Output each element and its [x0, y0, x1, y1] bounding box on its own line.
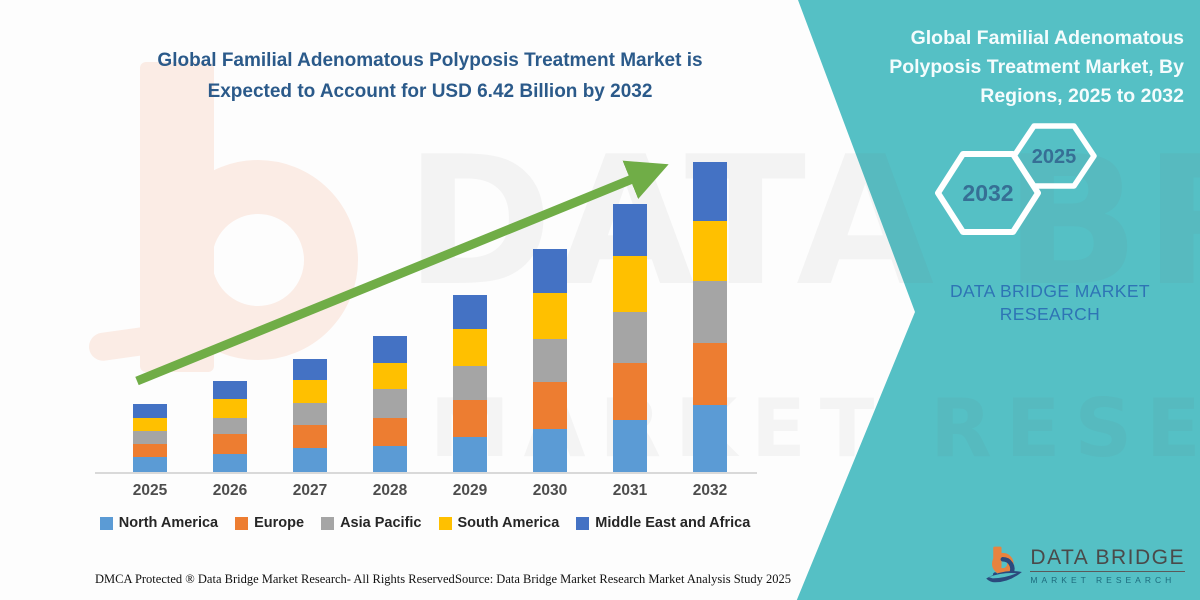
bar-segment-2026-middle-east-and-africa [213, 381, 247, 399]
bar-segment-2026-asia-pacific [213, 418, 247, 434]
legend-label: Asia Pacific [340, 515, 422, 531]
dbmr-logo: DATA BRIDGE MARKET RESEARCH [985, 534, 1185, 596]
legend-swatch-icon [321, 516, 335, 530]
footer-source-text: Source: Data Bridge Market Research Mark… [455, 572, 792, 586]
bar-segment-2025-middle-east-and-africa [133, 404, 167, 418]
bar-segment-2026-north-america [213, 454, 247, 472]
x-axis-line [95, 472, 757, 474]
x-label-2025: 2025 [132, 482, 168, 499]
legend-swatch-icon [99, 516, 113, 530]
legend-swatch-icon [235, 516, 249, 530]
legend-label: Middle East and Africa [595, 515, 751, 531]
bar-segment-2028-north-america [373, 446, 407, 472]
right-panel-title: Global Familial Adenomatous Polyposis Tr… [889, 27, 1184, 107]
x-label-2029: 2029 [452, 482, 488, 499]
x-label-2030: 2030 [532, 482, 568, 499]
bar-segment-2032-middle-east-and-africa [693, 162, 727, 221]
bar-segment-2029-europe [453, 400, 487, 437]
bar-segment-2031-north-america [613, 420, 647, 472]
hexagon-badge-2032: 2032 [935, 151, 1041, 235]
brand-wordmark-text: DATA BRIDGE MARKET RESEARCH [949, 281, 1151, 324]
bar-segment-2032-asia-pacific [693, 281, 727, 343]
hexagon-2025-label: 2025 [1032, 146, 1077, 168]
bar-segment-2025-europe [133, 444, 167, 457]
bar-segment-2025-north-america [133, 457, 167, 472]
bar-segment-2026-south-america [213, 399, 247, 418]
bar-segment-2028-europe [373, 418, 407, 446]
bar-segment-2032-europe [693, 343, 727, 405]
x-label-2031: 2031 [612, 482, 648, 499]
bar-segment-2025-asia-pacific [133, 431, 167, 444]
bar-segment-2025-south-america [133, 418, 167, 431]
legend-swatch-icon [576, 516, 590, 530]
dbmr-logo-mark-icon [986, 546, 1022, 583]
footer-dmca-text: DMCA Protected ® Data Bridge Market Rese… [95, 572, 458, 586]
x-label-2028: 2028 [372, 482, 408, 499]
bar-segment-2032-north-america [693, 405, 727, 472]
bar-segment-2027-north-america [293, 448, 327, 472]
bar-2026 [213, 381, 247, 472]
bar-segment-2032-south-america [693, 221, 727, 281]
chart-title: Global Familial Adenomatous Polyposis Tr… [157, 50, 703, 102]
legend-item-north-america: North America [99, 515, 219, 531]
bar-segment-2030-europe [533, 382, 567, 429]
bar-segment-2029-north-america [453, 437, 487, 472]
bar-segment-2030-north-america [533, 429, 567, 472]
bar-segment-2028-asia-pacific [373, 389, 407, 418]
bar-segment-2027-south-america [293, 380, 327, 403]
bar-2032 [693, 162, 727, 472]
x-label-2032: 2032 [692, 482, 728, 499]
legend-label: South America [457, 515, 560, 531]
bar-2025 [133, 404, 167, 472]
dbmr-logo-subtitle: MARKET RESEARCH [1030, 574, 1176, 585]
bar-segment-2027-asia-pacific [293, 403, 327, 425]
legend-item-asia-pacific: Asia Pacific [321, 515, 422, 531]
x-label-2027: 2027 [292, 482, 328, 499]
hexagon-2032-label: 2032 [962, 180, 1013, 206]
legend-swatch-icon [438, 516, 452, 530]
dbmr-logo-title: DATA BRIDGE [1030, 546, 1185, 572]
legend-item-middle-east-and-africa: Middle East and Africa [576, 515, 750, 531]
legend-item-south-america: South America [438, 515, 560, 531]
x-label-2026: 2026 [212, 482, 248, 499]
legend-label: Europe [254, 515, 305, 531]
legend: North America Europe Asia Pacific South Ame… [90, 515, 760, 531]
bar-segment-2026-europe [213, 434, 247, 454]
bar-segment-2027-europe [293, 425, 327, 448]
legend-item-europe: Europe [235, 515, 304, 531]
dbmr-logo-text: DATA BRIDGE MARKET RESEARCH [1030, 546, 1185, 585]
legend-label: North America [118, 515, 219, 531]
